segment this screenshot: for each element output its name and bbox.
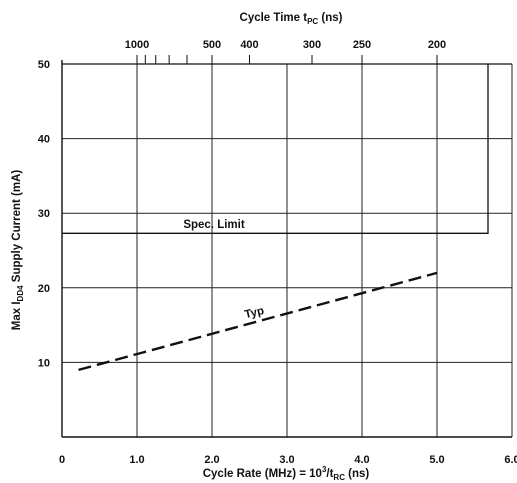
series-spec-limit-line	[62, 64, 489, 234]
spec-limit-label: Spec. Limit	[183, 219, 245, 231]
typ-label: Typ	[243, 305, 265, 321]
y-axis-title: Max IDD4 Supply Current (mA)	[11, 170, 25, 331]
y-tick-label: 10	[38, 357, 50, 369]
top-tick-label: 1000	[125, 39, 149, 51]
series-group	[62, 64, 489, 372]
x-tick-label: 2.0	[204, 454, 219, 466]
top-tick-label: 200	[428, 39, 446, 51]
x-tick-label: 3.0	[279, 454, 294, 466]
x-tick-label: 6.0	[504, 454, 517, 466]
y-tick-label: 40	[38, 134, 50, 146]
x-tick-label: 5.0	[429, 454, 444, 466]
x-axis-title: Cycle Rate (MHz) = 103/tRC (ns)	[203, 465, 370, 482]
top-tick-label: 500	[203, 39, 221, 51]
x-tick-label: 4.0	[354, 454, 369, 466]
y-tick-label: 50	[38, 59, 50, 71]
top-axis-title: Cycle Time tPC (ns)	[240, 12, 343, 26]
top-tick-label: 400	[240, 39, 258, 51]
y-tick-label: 30	[38, 208, 50, 220]
plot-frame	[61, 55, 512, 438]
series-typ-line	[78, 271, 438, 372]
y-tick-label: 20	[38, 283, 50, 295]
x-tick-label: 0	[59, 454, 65, 466]
x-tick-label: 1.0	[129, 454, 144, 466]
top-tick-label: 300	[303, 39, 321, 51]
top-tick-label: 250	[353, 39, 371, 51]
grid	[62, 63, 513, 437]
